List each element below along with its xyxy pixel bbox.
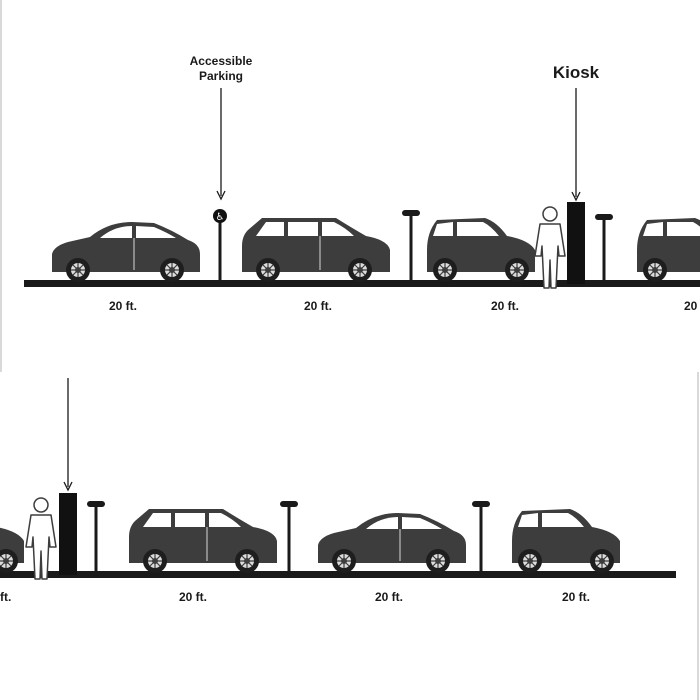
parking-post-icon <box>280 501 298 571</box>
space-length-label: 20 ft. <box>491 299 519 313</box>
suv-icon <box>242 218 390 282</box>
space-length-label: 20 ft. <box>109 299 137 313</box>
parking-post-icon <box>402 210 420 280</box>
accessible-label-line2: Parking <box>199 69 243 83</box>
parking-post-icon <box>472 501 490 571</box>
bottom-row: ft. 20 ft. 20 ft. 20 ft. <box>0 378 676 604</box>
accessible-parking-callout: Accessible Parking <box>190 54 253 201</box>
space-length-label: 20 ft. <box>304 299 332 313</box>
kiosk-label: Kiosk <box>553 63 600 82</box>
kiosk-callout: Kiosk <box>553 63 600 202</box>
car-icon <box>318 513 466 573</box>
accessible-sign-icon: ♿ <box>213 209 227 280</box>
person-icon <box>25 497 57 580</box>
space-length-label: ft. <box>0 590 11 604</box>
car-icon <box>0 509 24 573</box>
parking-post-icon <box>87 501 105 571</box>
curb-line-bottom <box>0 571 676 578</box>
parking-post-icon <box>595 214 613 284</box>
hatchback-icon <box>637 218 700 282</box>
accessible-label-line1: Accessible <box>190 54 253 68</box>
curb-line-top <box>24 280 700 287</box>
kiosk-icon <box>59 493 77 575</box>
suv-icon <box>129 509 277 573</box>
space-length-label: 20 <box>684 299 698 313</box>
accessible-symbol: ♿ <box>216 212 225 223</box>
top-row: ♿ Accessible Parking Kiosk 20 ft. 20 ft.… <box>24 54 700 313</box>
hatchback-icon <box>512 509 620 573</box>
kiosk-callout-arrow <box>63 378 73 492</box>
person-icon <box>534 206 566 289</box>
space-length-label: 20 ft. <box>179 590 207 604</box>
car-icon <box>52 222 200 282</box>
kiosk-icon <box>567 202 585 284</box>
space-length-label: 20 ft. <box>375 590 403 604</box>
hatchback-icon <box>427 218 535 282</box>
space-length-label: 20 ft. <box>562 590 590 604</box>
